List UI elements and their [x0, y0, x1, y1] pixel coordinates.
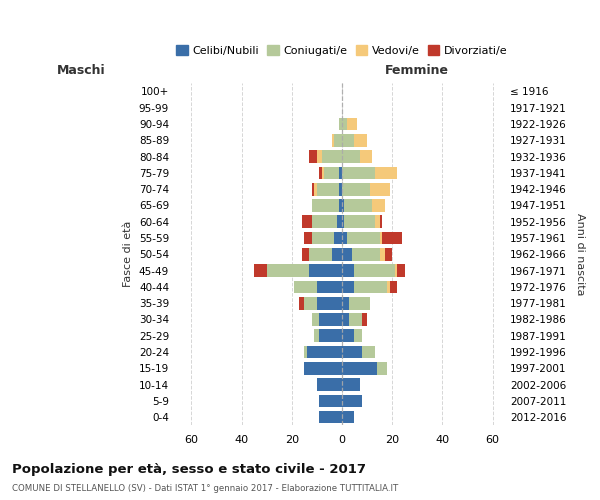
Bar — [355, 330, 362, 342]
Bar — [310, 248, 332, 260]
Bar — [307, 346, 342, 358]
Bar — [325, 166, 340, 179]
Bar — [342, 313, 349, 326]
Bar — [342, 232, 347, 244]
Text: COMUNE DI STELLANELLO (SV) - Dati ISTAT 1° gennaio 2017 - Elaborazione TUTTITALI: COMUNE DI STELLANELLO (SV) - Dati ISTAT … — [12, 484, 398, 493]
Bar — [319, 330, 342, 342]
Bar — [322, 150, 342, 163]
Bar — [387, 280, 389, 293]
Bar — [342, 394, 362, 407]
Bar — [374, 166, 397, 179]
Bar — [372, 199, 385, 212]
Bar — [319, 411, 342, 424]
Bar — [359, 150, 372, 163]
Bar — [312, 199, 340, 212]
Bar — [397, 264, 404, 277]
Bar — [317, 378, 342, 391]
Bar — [302, 248, 310, 260]
Bar — [342, 134, 355, 146]
Bar — [380, 216, 382, 228]
Bar — [310, 150, 317, 163]
Bar — [342, 330, 355, 342]
Bar — [317, 183, 340, 196]
Bar — [342, 264, 355, 277]
Bar — [342, 183, 370, 196]
Bar — [344, 216, 374, 228]
Bar — [310, 264, 342, 277]
Bar — [380, 248, 385, 260]
Bar — [340, 166, 342, 179]
Bar — [340, 118, 342, 130]
Bar — [312, 183, 314, 196]
Bar — [342, 248, 352, 260]
Bar — [395, 264, 397, 277]
Bar — [355, 280, 387, 293]
Bar — [319, 166, 322, 179]
Bar — [344, 199, 372, 212]
Bar — [317, 280, 342, 293]
Bar — [304, 297, 317, 310]
Bar — [362, 313, 367, 326]
Bar — [314, 183, 317, 196]
Bar — [266, 264, 310, 277]
Bar — [380, 232, 382, 244]
Text: Maschi: Maschi — [56, 64, 105, 76]
Bar — [342, 150, 359, 163]
Bar — [342, 166, 374, 179]
Bar — [342, 199, 344, 212]
Bar — [337, 216, 342, 228]
Bar — [342, 378, 359, 391]
Bar — [319, 394, 342, 407]
Bar — [349, 297, 370, 310]
Bar — [334, 232, 342, 244]
Bar — [302, 216, 312, 228]
Bar — [332, 248, 342, 260]
Bar — [342, 297, 349, 310]
Bar — [370, 183, 389, 196]
Bar — [299, 297, 304, 310]
Legend: Celibi/Nubili, Coniugati/e, Vedovi/e, Divorziati/e: Celibi/Nubili, Coniugati/e, Vedovi/e, Di… — [172, 41, 512, 60]
Bar — [385, 248, 392, 260]
Bar — [314, 330, 319, 342]
Bar — [340, 183, 342, 196]
Bar — [319, 313, 342, 326]
Bar — [334, 134, 342, 146]
Bar — [352, 248, 380, 260]
Bar — [342, 216, 344, 228]
Bar — [355, 134, 367, 146]
Bar — [304, 362, 342, 374]
Bar — [317, 297, 342, 310]
Bar — [389, 280, 397, 293]
Bar — [382, 232, 402, 244]
Bar — [340, 199, 342, 212]
Y-axis label: Anni di nascita: Anni di nascita — [575, 213, 585, 296]
Bar — [342, 346, 362, 358]
Bar — [312, 216, 337, 228]
Bar — [254, 264, 266, 277]
Bar — [362, 346, 374, 358]
Bar — [374, 216, 380, 228]
Bar — [304, 232, 312, 244]
Bar — [332, 134, 334, 146]
Bar — [342, 362, 377, 374]
Y-axis label: Fasce di età: Fasce di età — [123, 221, 133, 288]
Bar — [355, 264, 395, 277]
Text: Popolazione per età, sesso e stato civile - 2017: Popolazione per età, sesso e stato civil… — [12, 462, 366, 475]
Bar — [294, 280, 317, 293]
Bar — [312, 313, 319, 326]
Bar — [377, 362, 387, 374]
Bar — [322, 166, 325, 179]
Bar — [317, 150, 322, 163]
Bar — [347, 232, 380, 244]
Bar — [304, 346, 307, 358]
Bar — [312, 232, 334, 244]
Bar — [342, 118, 347, 130]
Bar — [342, 411, 355, 424]
Bar — [342, 280, 355, 293]
Text: Femmine: Femmine — [385, 64, 449, 76]
Bar — [349, 313, 362, 326]
Bar — [347, 118, 357, 130]
